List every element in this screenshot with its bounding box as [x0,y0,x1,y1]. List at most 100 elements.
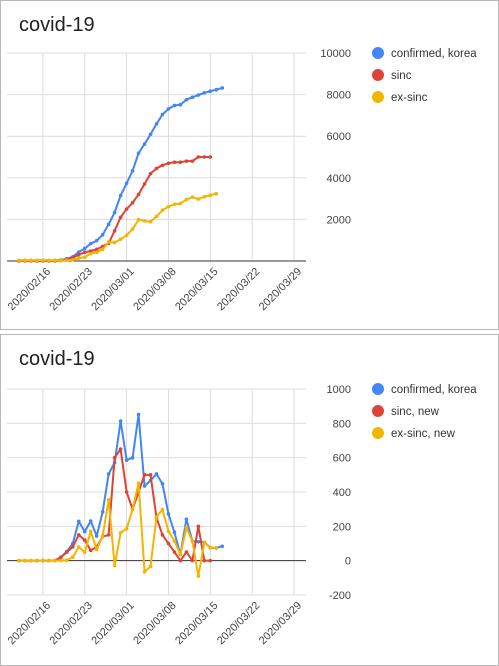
data-point [130,169,135,173]
data-point [118,215,123,220]
data-point [82,250,87,255]
x-tick-label: 2020/03/22 [215,266,262,313]
x-tick-label: 2020/03/29 [257,600,304,647]
data-point [70,258,75,262]
data-point [29,258,33,263]
y-tick-label: 2000 [327,214,351,226]
data-point [112,240,117,245]
chart-panel-daily: covid-19 2020/02/16 2020/02/23 2020/03/01 2… [0,334,499,666]
data-point [208,558,213,563]
legend-marker [372,91,384,103]
data-point [220,86,225,90]
data-point [208,545,213,550]
data-point [160,507,165,512]
series-line [18,86,223,262]
chart-panel-cumulative: covid-19 2020/02/16 2020/02/23 2020/03/01 2… [0,0,499,330]
data-point [142,182,147,186]
data-point [94,547,99,552]
data-point [142,142,147,146]
data-point [148,564,153,569]
data-point [82,538,87,542]
data-point [53,558,57,563]
y-tick-label: -200 [329,590,351,602]
data-point [106,533,111,537]
data-point [76,519,81,524]
data-point [142,219,147,223]
legend-label: sinc, new [391,406,440,418]
data-point [184,525,189,530]
data-point [88,251,93,256]
data-point [214,191,219,196]
data-point [136,412,141,417]
data-point [76,252,81,257]
data-point [178,558,183,563]
legend-label: ex-sinc [391,92,428,104]
data-point [130,227,135,231]
data-point [148,219,153,224]
data-point [178,160,183,164]
x-tick-label: 2020/03/29 [257,266,304,313]
data-point [118,237,123,241]
data-point [208,89,213,94]
data-point [202,155,207,159]
data-point [184,517,189,521]
daily-chart: 2020/02/162020/02/232020/03/012020/03/08… [6,383,477,647]
chart-title: covid-19 [19,14,95,36]
data-point [35,558,39,563]
data-point [166,107,171,111]
data-point [166,541,171,546]
legend-marker [372,47,384,59]
data-point [29,558,33,563]
y-tick-label: 200 [333,521,351,533]
data-point [70,555,75,560]
data-point [35,258,39,263]
data-point [130,456,135,460]
data-point [136,192,141,197]
data-point [124,181,129,186]
data-point [148,473,153,477]
data-point [154,515,159,519]
data-point [118,530,123,535]
data-point [112,563,117,568]
data-point [190,95,195,100]
data-point [196,93,201,97]
legend-marker [372,69,384,81]
data-point [166,204,171,209]
data-point [172,539,177,543]
data-point [130,200,135,205]
data-point [160,112,165,117]
data-point [148,132,153,137]
data-point [82,529,87,534]
data-point [88,529,93,534]
data-point [202,91,207,95]
data-point [82,550,87,555]
data-point [76,533,81,537]
y-tick-label: 4000 [327,173,351,185]
data-point [142,473,147,477]
data-point [94,247,99,252]
data-point [172,550,177,554]
data-point [178,552,183,557]
series-line [18,156,211,262]
y-tick-label: 800 [333,418,351,430]
series-line [18,482,217,578]
data-point [160,208,165,213]
data-point [136,151,141,155]
data-point [112,229,117,233]
data-point [65,558,69,562]
data-point [106,240,111,244]
data-point [100,534,105,538]
data-point [17,558,21,563]
data-point [196,539,201,544]
data-point [100,510,105,514]
data-point [94,534,99,538]
data-point [190,558,195,563]
data-point [23,258,27,263]
data-point [190,539,195,543]
data-point [142,484,147,488]
data-point [172,103,177,108]
data-point [196,155,201,159]
data-point [88,241,93,246]
y-tick-label: 6000 [327,131,351,143]
legend-label: confirmed, korea [391,384,477,396]
